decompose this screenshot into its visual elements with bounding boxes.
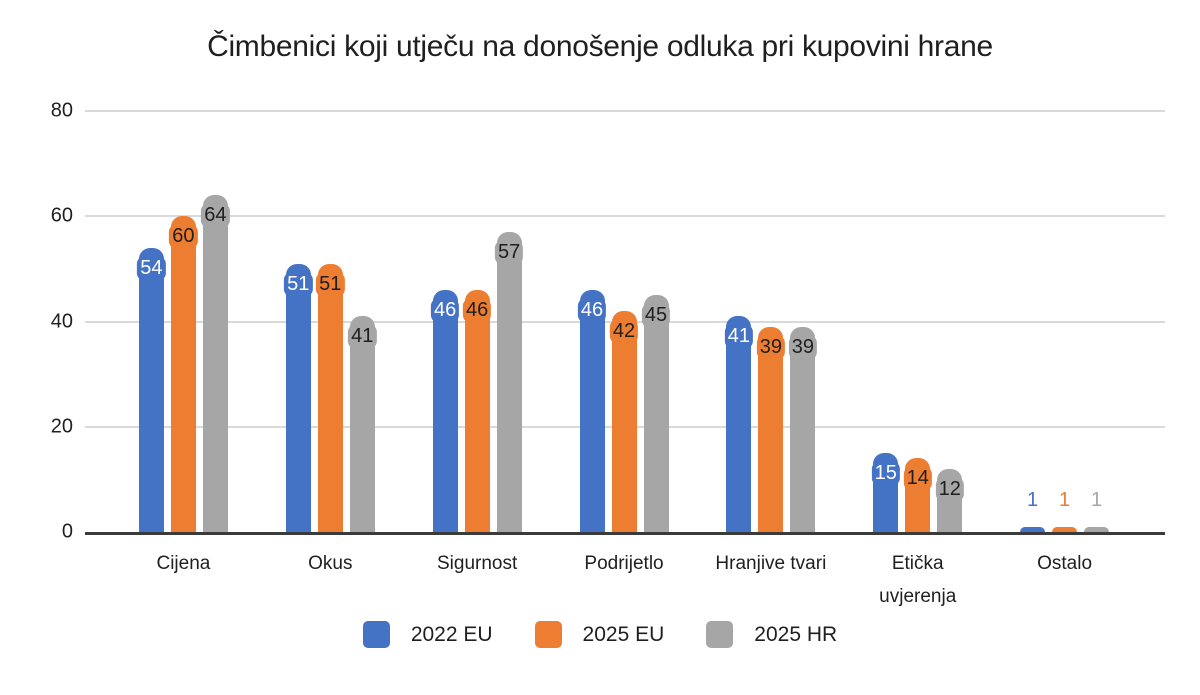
bar: 1 bbox=[1084, 489, 1110, 532]
bar-group: 51 51 41 bbox=[257, 111, 404, 532]
category-label: Hranjive tvari bbox=[697, 547, 844, 613]
bar: 39 bbox=[756, 326, 785, 532]
category-label: Sigurnost bbox=[404, 547, 551, 613]
bar-value-label: 54 bbox=[137, 255, 166, 281]
bar: 51 bbox=[316, 263, 345, 532]
bar: 57 bbox=[495, 232, 524, 532]
bar-group: 54 60 64 bbox=[110, 111, 257, 532]
category-label: Podrijetlo bbox=[551, 547, 698, 613]
category-label: Ostalo bbox=[991, 547, 1138, 613]
bar: 60 bbox=[169, 216, 198, 532]
legend-swatch bbox=[534, 621, 562, 648]
y-axis-tick-label: 20 bbox=[50, 415, 73, 438]
bar-value-label: 46 bbox=[431, 297, 460, 323]
category-label: Cijena bbox=[110, 547, 257, 613]
bar-group: 41 39 39 bbox=[697, 111, 844, 532]
legend-swatch bbox=[706, 621, 734, 648]
category-label-text: Hranjive tvari bbox=[715, 553, 827, 574]
bar: 45 bbox=[641, 295, 671, 532]
category-label-text: Sigurnost bbox=[437, 553, 518, 574]
category-label-text: Okus bbox=[308, 553, 353, 574]
bar-group: 46 46 57 bbox=[404, 111, 551, 532]
bar: 46 bbox=[463, 289, 492, 532]
category-label: Okus bbox=[257, 547, 404, 613]
legend-item: 2025 HR bbox=[706, 621, 837, 648]
bar-value-label: 39 bbox=[788, 334, 817, 360]
bar: 1 bbox=[1052, 489, 1078, 532]
y-axis-tick-label: 60 bbox=[50, 204, 73, 227]
legend-label: 2022 EU bbox=[410, 622, 493, 646]
bar: 41 bbox=[348, 316, 377, 532]
bar: 46 bbox=[431, 289, 460, 532]
bar-value-label: 1 bbox=[1027, 488, 1039, 511]
legend-item: 2022 EU bbox=[362, 621, 493, 648]
bar: 54 bbox=[137, 247, 166, 532]
category-label: Etička uvjerenja bbox=[844, 547, 991, 613]
bar-value-label: 41 bbox=[348, 324, 377, 350]
bar-groups: 54 60 64 51 51 41 46 46 57 46 42 45 41 39 39 15 14 12 1 1 1 bbox=[110, 111, 1138, 532]
bar-value-label: 12 bbox=[935, 476, 964, 502]
bar-value-label: 46 bbox=[463, 297, 492, 323]
legend-item: 2025 EU bbox=[534, 621, 665, 648]
bar: 15 bbox=[871, 453, 900, 532]
bar: 41 bbox=[724, 316, 753, 532]
bar: 1 bbox=[1020, 489, 1046, 532]
bar-value-label: 1 bbox=[1091, 488, 1103, 511]
y-axis-tick-label: 40 bbox=[50, 310, 73, 332]
bar: 42 bbox=[609, 310, 639, 532]
bar-value-label: 51 bbox=[316, 271, 345, 297]
bar: 12 bbox=[935, 468, 964, 532]
gridline bbox=[85, 110, 1165, 112]
bar-value-label: 41 bbox=[724, 324, 753, 350]
bar-value-label: 46 bbox=[577, 297, 607, 323]
bar: 46 bbox=[577, 289, 607, 532]
x-axis-labels: Cijena Okus Sigurnost Podrijetlo Hranjive tv… bbox=[110, 547, 1138, 613]
category-label-text: Podrijetlo bbox=[584, 553, 664, 574]
legend-label: 2025 EU bbox=[582, 622, 665, 646]
bar-value-label: 64 bbox=[201, 203, 230, 229]
category-label-text: Etička uvjerenja bbox=[879, 553, 957, 607]
bar-value-label: 1 bbox=[1059, 488, 1071, 511]
bar: 51 bbox=[284, 263, 313, 532]
legend-swatch bbox=[362, 621, 390, 648]
chart-title: Čimbenici koji utječu na donošenje odluk… bbox=[207, 30, 993, 63]
bar-value-label: 15 bbox=[871, 461, 900, 487]
bar-value-label: 45 bbox=[641, 303, 671, 329]
bar: 64 bbox=[201, 195, 230, 532]
bar-value-label: 39 bbox=[756, 334, 785, 360]
y-axis-tick-label: 80 bbox=[50, 99, 73, 122]
category-label-text: Ostalo bbox=[1037, 553, 1093, 574]
category-label-text: Cijena bbox=[156, 553, 211, 574]
y-axis-tick-label: 0 bbox=[61, 520, 73, 543]
bar-value-label: 60 bbox=[169, 224, 198, 250]
bar-value-label: 14 bbox=[903, 466, 932, 492]
gridline bbox=[85, 215, 1165, 218]
plot-area: 54 60 64 51 51 41 46 46 57 46 42 45 41 39 39 15 14 12 1 1 1 … bbox=[51, 100, 1165, 543]
legend-label: 2025 HR bbox=[754, 622, 838, 646]
bar-value-label: 42 bbox=[609, 318, 639, 344]
bar: 14 bbox=[903, 458, 932, 532]
bar: 39 bbox=[788, 326, 817, 532]
bar-group: 15 14 12 bbox=[844, 111, 991, 532]
bar-value-label: 51 bbox=[284, 271, 313, 297]
bar-value-label: 57 bbox=[495, 240, 524, 266]
x-axis-line bbox=[85, 532, 1165, 535]
legend: 2022 EU 2025 EU 2025 HR bbox=[0, 621, 1200, 648]
bar-group: 46 42 45 bbox=[551, 111, 698, 532]
